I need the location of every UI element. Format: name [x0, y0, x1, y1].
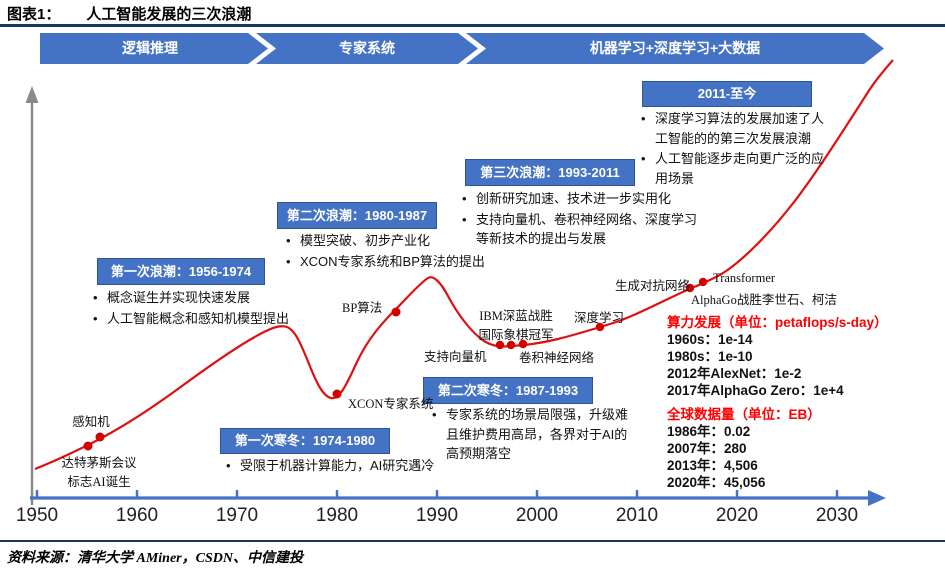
stats-block: 算力发展（单位：petaflops/s-day） 1960s：1e-14 198…	[667, 314, 917, 491]
dot-deepblue	[506, 340, 516, 350]
bullet-item: 模型突破、初步产业化	[283, 231, 503, 251]
bullet-item: 人工智能逐步走向更广泛的应用场景	[638, 149, 828, 188]
compute-stats-heading: 算力发展（单位：petaflops/s-day）	[667, 315, 888, 330]
footer-divider	[0, 540, 945, 542]
label-deepblue: IBM深蓝战胜 国际象棋冠军	[478, 309, 554, 342]
data-volume-stats-heading: 全球数据量（单位：EB）	[667, 407, 821, 422]
figure-number: 图表1：	[7, 6, 61, 23]
bullet-item: 深度学习算法的发展加速了人工智能的的第三次发展浪潮	[638, 109, 828, 148]
dot-bp	[391, 307, 401, 317]
x-axis-arrowhead	[868, 490, 886, 506]
bullet-item: 支持向量机、卷积神经网络、深度学习等新技术的提出与发展	[459, 210, 699, 249]
dot-deeplearning	[595, 322, 605, 332]
box-wave1-header: 第一次浪潮：1956-1974	[97, 258, 265, 285]
stat-line: 2012年AlexNet：1e-2	[667, 366, 802, 381]
x-tick-1990: 1990	[415, 505, 459, 526]
bullet-item: 受限于机器计算能力，AI研究遇冷	[223, 456, 463, 476]
box-wave1-bullets: 概念诞生并实现快速发展 人工智能概念和感知机模型提出	[90, 288, 340, 329]
dot-xcon	[332, 389, 342, 399]
stat-line: 2013年：4,506	[667, 458, 758, 473]
stat-line: 1986年：0.02	[667, 424, 751, 439]
box-era-bullets: 深度学习算法的发展加速了人工智能的的第三次发展浪潮 人工智能逐步走向更广泛的应用…	[638, 109, 828, 189]
phase-chevron-band	[40, 33, 884, 64]
milestone-dots	[83, 277, 708, 451]
dot-dartmouth	[83, 441, 93, 451]
dot-transformer	[698, 277, 708, 287]
bullet-item: 人工智能概念和感知机模型提出	[90, 309, 340, 329]
chevron-shape-2	[256, 33, 478, 64]
stat-line: 2020年：45,056	[667, 475, 766, 490]
dot-perceptron	[95, 432, 105, 442]
title-divider	[0, 24, 945, 27]
bullet-item: 专家系统的场景局限强，升级难且维护费用高昂，各界对于AI的高预期落空	[429, 405, 635, 464]
label-cnn: 卷积神经网络	[519, 351, 595, 365]
x-tick-1960: 1960	[115, 505, 159, 526]
label-xcon: XCON专家系统	[348, 397, 434, 411]
box-wave2-header: 第二次浪潮：1980-1987	[277, 202, 437, 229]
box-winter1-bullets: 受限于机器计算能力，AI研究遇冷	[223, 456, 463, 477]
x-tick-2030: 2030	[815, 505, 859, 526]
label-bp: BP算法	[342, 301, 383, 315]
box-wave3-bullets: 创新研究加速、技术进一步实用化 支持向量机、卷积神经网络、深度学习等新技术的提出…	[459, 189, 699, 250]
box-wave3-header: 第三次浪潮：1993-2011	[465, 159, 635, 186]
label-deeplearning: 深度学习	[574, 311, 625, 325]
bullet-item: 概念诞生并实现快速发展	[90, 288, 340, 308]
ai-development-curve	[34, 59, 894, 471]
box-winter2-bullets: 专家系统的场景局限强，升级难且维护费用高昂，各界对于AI的高预期落空	[429, 405, 635, 465]
label-gan: 生成对抗网络	[615, 279, 691, 293]
source-note: 资料来源：清华大学 AMiner，CSDN、中信建投	[7, 551, 303, 566]
x-tick-2020: 2020	[715, 505, 759, 526]
stats-spacer	[667, 399, 917, 406]
figure-title: 图表1： 人工智能发展的三次浪潮	[7, 3, 251, 24]
bullet-item: XCON专家系统和BP算法的提出	[283, 252, 503, 272]
stat-line: 1980s：1e-10	[667, 349, 753, 364]
stat-line: 1960s：1e-14	[667, 332, 753, 347]
dot-gan	[685, 283, 695, 293]
page-title: 人工智能发展的三次浪潮	[86, 6, 252, 23]
box-era-header: 2011-至今	[642, 81, 812, 107]
y-axis-arrowhead	[25, 86, 39, 103]
x-tick-2010: 2010	[615, 505, 659, 526]
x-tick-1970: 1970	[215, 505, 259, 526]
phase-label-logic-reasoning: 逻辑推理	[122, 40, 178, 56]
label-transformer: Transformer	[713, 271, 776, 285]
label-perceptron: 感知机	[72, 415, 110, 429]
phase-label-expert-systems: 专家系统	[339, 40, 395, 56]
dot-svm	[495, 340, 505, 350]
x-axis-ticks	[35, 490, 839, 498]
stat-line: 2007年：280	[667, 441, 747, 456]
phase-label-ml-dl-bigdata: 机器学习+深度学习+大数据	[589, 40, 761, 56]
label-alphago: AlphaGo战胜李世石、柯洁	[691, 293, 837, 307]
chevron-shape-3	[466, 33, 884, 64]
stat-line: 2017年AlphaGo Zero：1e+4	[667, 383, 844, 398]
dot-cnn	[518, 339, 528, 349]
x-tick-2000: 2000	[515, 505, 559, 526]
bullet-item: 创新研究加速、技术进一步实用化	[459, 189, 699, 209]
label-dartmouth: 达特茅斯会议 标志AI诞生	[61, 456, 137, 489]
label-svm: 支持向量机	[424, 350, 487, 364]
box-wave2-bullets: 模型突破、初步产业化 XCON专家系统和BP算法的提出	[283, 231, 503, 272]
x-tick-1980: 1980	[315, 505, 359, 526]
chevron-shape-1	[40, 33, 268, 64]
box-winter2-header: 第二次寒冬：1987-1993	[423, 377, 593, 404]
box-winter1-header: 第一次寒冬：1974-1980	[220, 428, 390, 454]
x-tick-1950: 1950	[15, 505, 59, 526]
